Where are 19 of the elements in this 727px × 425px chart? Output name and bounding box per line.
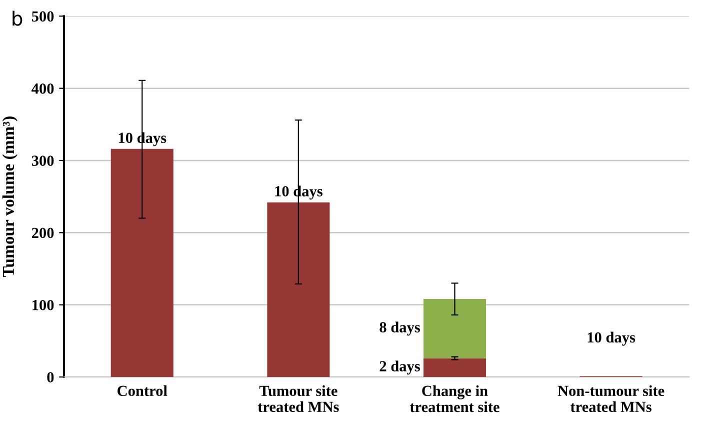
annotation: 2 days [380, 360, 420, 375]
x-tick-label: Control [118, 385, 168, 396]
y-tick-label: 200 [32, 228, 54, 238]
y-tick-label: 300 [32, 156, 54, 166]
bar [267, 202, 330, 377]
bar [110, 148, 174, 377]
y-axis-title: Tumour volume (mm³) [2, 116, 18, 278]
bar [423, 358, 486, 377]
text: b [12, 10, 22, 26]
y-tick-label: 0 [47, 372, 54, 382]
x-tick-label: Tumour site treated MNs [258, 385, 339, 412]
annotation: 8 days [380, 322, 420, 336]
y-tick-label: 100 [32, 300, 54, 310]
y-tick-label: 500 [32, 11, 54, 22]
y-tick-label: 400 [32, 83, 54, 94]
annotation: 10 days [588, 332, 636, 346]
x-tick-label: Change in treatment site [410, 385, 500, 412]
bar [423, 299, 486, 358]
x-tick-label: Non-tumour site treated MNs [558, 385, 664, 412]
